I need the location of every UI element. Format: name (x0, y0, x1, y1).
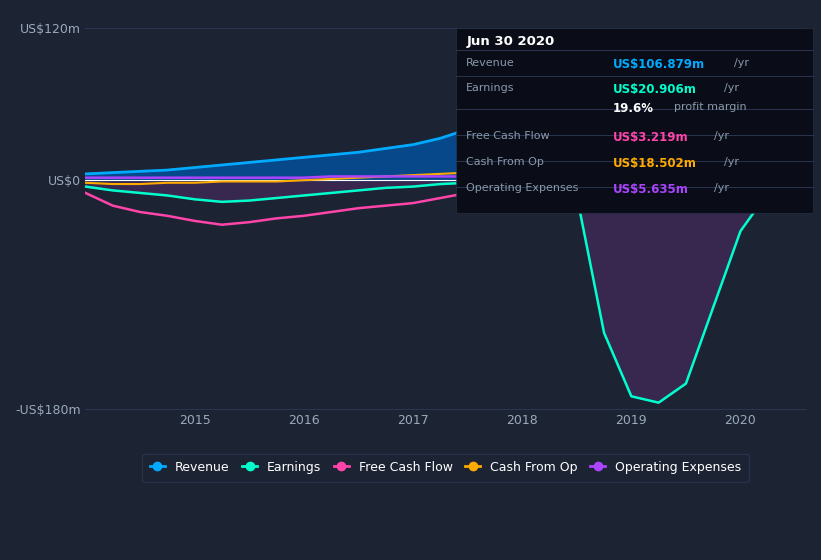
Text: Revenue: Revenue (466, 58, 515, 68)
Text: US$18.502m: US$18.502m (612, 157, 697, 170)
Text: Operating Expenses: Operating Expenses (466, 183, 579, 193)
Text: US$5.635m: US$5.635m (612, 183, 689, 196)
Text: /yr: /yr (713, 132, 728, 142)
Text: /yr: /yr (733, 58, 749, 68)
Text: US$20.906m: US$20.906m (612, 83, 697, 96)
Text: US$3.219m: US$3.219m (612, 132, 689, 144)
Text: Earnings: Earnings (466, 83, 515, 94)
Text: /yr: /yr (713, 183, 728, 193)
Text: Jun 30 2020: Jun 30 2020 (466, 35, 555, 48)
Text: Cash From Op: Cash From Op (466, 157, 544, 167)
Text: profit margin: profit margin (673, 102, 746, 112)
Text: /yr: /yr (723, 83, 739, 94)
FancyBboxPatch shape (456, 28, 813, 213)
Text: 19.6%: 19.6% (612, 102, 654, 115)
Text: Free Cash Flow: Free Cash Flow (466, 132, 550, 142)
Text: /yr: /yr (723, 157, 739, 167)
Legend: Revenue, Earnings, Free Cash Flow, Cash From Op, Operating Expenses: Revenue, Earnings, Free Cash Flow, Cash … (143, 454, 749, 482)
Text: US$106.879m: US$106.879m (612, 58, 705, 71)
